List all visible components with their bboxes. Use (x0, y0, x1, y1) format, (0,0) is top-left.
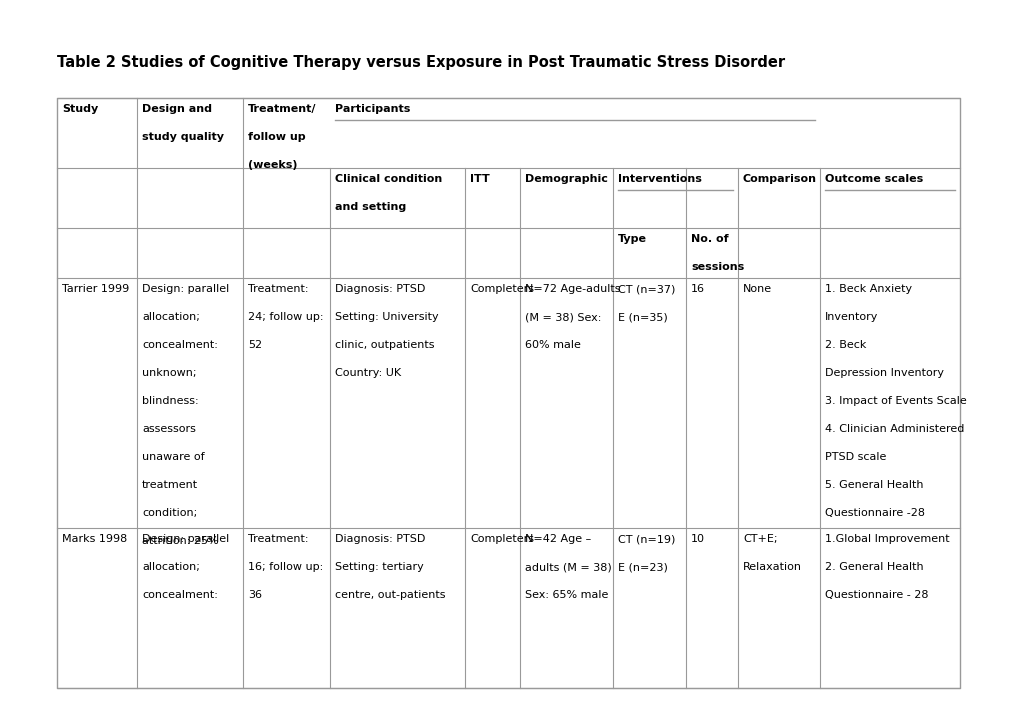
Text: N=42 Age –

adults (M = 38)

Sex: 65% male: N=42 Age – adults (M = 38) Sex: 65% male (525, 534, 611, 600)
Text: Treatment:

24; follow up:

52: Treatment: 24; follow up: 52 (248, 284, 323, 350)
Text: 1.Global Improvement

2. General Health

Questionnaire - 28: 1.Global Improvement 2. General Health Q… (824, 534, 949, 600)
Text: Completers: Completers (470, 534, 534, 544)
Text: Interventions: Interventions (618, 174, 701, 184)
Text: Comparison: Comparison (742, 174, 816, 184)
Text: CT (n=37)

E (n=35): CT (n=37) E (n=35) (618, 284, 675, 322)
Text: 1. Beck Anxiety

Inventory

2. Beck

Depression Inventory

3. Impact of Events S: 1. Beck Anxiety Inventory 2. Beck Depres… (824, 284, 966, 518)
Text: Diagnosis: PTSD

Setting: University

clinic, outpatients

Country: UK: Diagnosis: PTSD Setting: University clin… (334, 284, 438, 378)
Text: Tarrier 1999: Tarrier 1999 (62, 284, 129, 294)
Text: None: None (742, 284, 771, 294)
Text: Type: Type (618, 234, 646, 244)
Text: Study: Study (62, 104, 98, 114)
Text: Clinical condition

and setting: Clinical condition and setting (334, 174, 442, 212)
Text: No. of

sessions: No. of sessions (690, 234, 744, 272)
Text: Participants: Participants (334, 104, 410, 114)
Text: Design: parallel

allocation;

concealment:: Design: parallel allocation; concealment… (142, 534, 229, 600)
Text: CT+E;

Relaxation: CT+E; Relaxation (742, 534, 801, 572)
Text: Treatment:

16; follow up:

36: Treatment: 16; follow up: 36 (248, 534, 323, 600)
Text: ITT: ITT (470, 174, 489, 184)
Text: Marks 1998: Marks 1998 (62, 534, 127, 544)
Text: Design: parallel

allocation;

concealment:

unknown;

blindness:

assessors

un: Design: parallel allocation; concealment… (142, 284, 229, 546)
Text: Table 2 Studies of Cognitive Therapy versus Exposure in Post Traumatic Stress Di: Table 2 Studies of Cognitive Therapy ver… (57, 55, 785, 70)
Text: 16: 16 (690, 284, 704, 294)
Text: Design and

study quality: Design and study quality (142, 104, 224, 142)
Text: Outcome scales: Outcome scales (824, 174, 922, 184)
Text: CT (n=19)

E (n=23): CT (n=19) E (n=23) (618, 534, 675, 572)
Text: Diagnosis: PTSD

Setting: tertiary

centre, out-patients: Diagnosis: PTSD Setting: tertiary centre… (334, 534, 445, 600)
Text: N=72 Age-adults

(M = 38) Sex:

60% male: N=72 Age-adults (M = 38) Sex: 60% male (525, 284, 620, 350)
Text: Completers: Completers (470, 284, 534, 294)
Text: 10: 10 (690, 534, 704, 544)
Text: Treatment/

follow up

(weeks): Treatment/ follow up (weeks) (248, 104, 316, 170)
Bar (57, 98, 959, 688)
Text: Demographic: Demographic (525, 174, 607, 184)
